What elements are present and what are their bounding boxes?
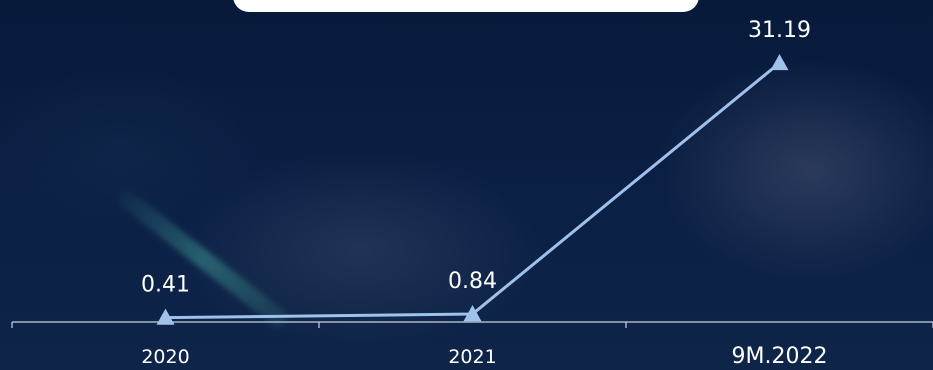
x-tick-label: 2021 bbox=[448, 346, 496, 368]
data-label: 31.19 bbox=[748, 18, 811, 43]
data-point-marker bbox=[770, 53, 789, 71]
x-tick-labels: 2020 2021 9M.2022 bbox=[141, 344, 827, 369]
x-tick-label: 9M.2022 bbox=[732, 344, 828, 369]
data-point-marker bbox=[156, 308, 175, 325]
data-label: 0.84 bbox=[448, 269, 497, 294]
title-card bbox=[233, 0, 699, 12]
data-labels: 0.41 0.84 31.19 bbox=[141, 18, 811, 298]
x-tick-label: 2020 bbox=[141, 346, 189, 368]
x-axis bbox=[11, 321, 933, 328]
data-markers bbox=[156, 53, 789, 325]
data-label: 0.41 bbox=[141, 273, 190, 298]
data-point-marker bbox=[463, 305, 482, 322]
